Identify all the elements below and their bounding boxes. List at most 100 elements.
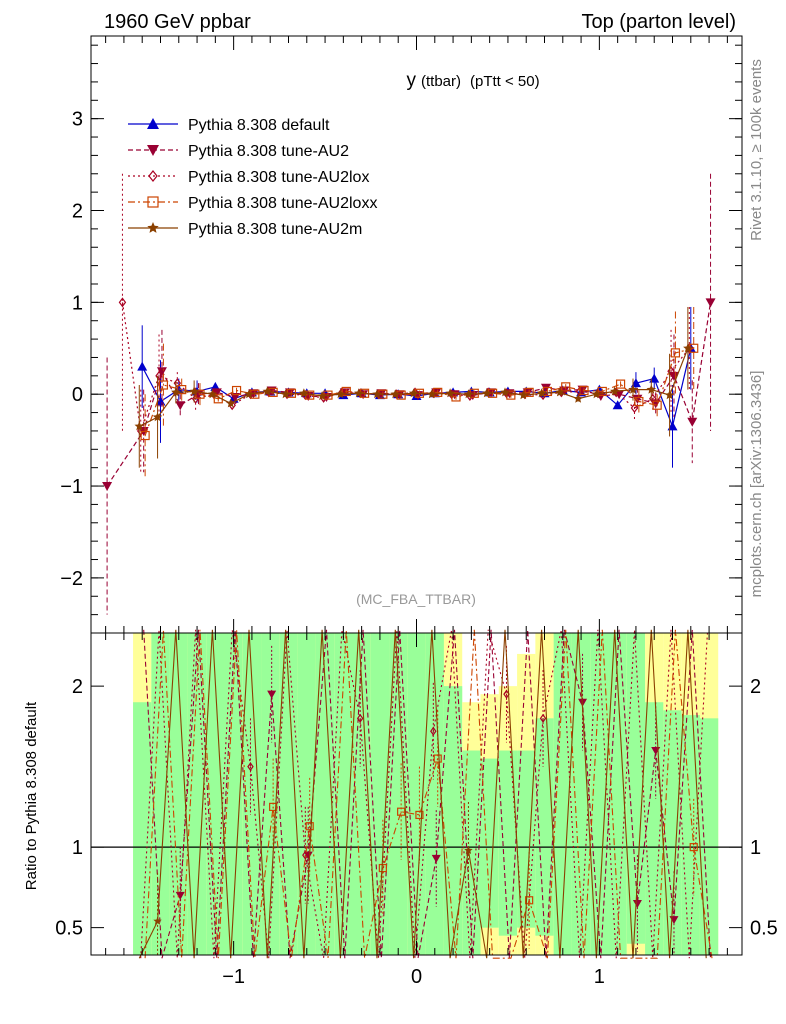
ratio-point xyxy=(539,713,547,723)
data-point xyxy=(610,386,620,396)
band-green xyxy=(571,633,591,955)
data-point xyxy=(555,387,565,397)
ratio-point xyxy=(356,713,364,723)
band-green xyxy=(480,758,499,928)
band-green xyxy=(370,633,390,955)
ratio-point xyxy=(415,810,424,820)
band-green xyxy=(645,702,664,955)
data-point xyxy=(118,297,127,308)
analysis-label: (MC_FBA_TTBAR) xyxy=(356,591,476,607)
data-point xyxy=(317,391,327,401)
data-point xyxy=(670,348,681,358)
main-ytick-label: −1 xyxy=(60,476,83,498)
ratio-ytick-label-right: 1 xyxy=(750,837,761,859)
data-point xyxy=(524,387,534,397)
data-point xyxy=(540,383,551,393)
ratio-point xyxy=(525,896,534,905)
ratio-series-line xyxy=(143,629,712,959)
data-point xyxy=(500,387,510,397)
data-point xyxy=(634,396,644,407)
band-green xyxy=(224,633,243,955)
band-green xyxy=(590,633,609,955)
legend-entry: Pythia 8.308 tune-AU2lox xyxy=(188,169,369,186)
ratio-point xyxy=(430,726,437,736)
band-green xyxy=(608,633,627,955)
band-green xyxy=(206,633,225,955)
band-green xyxy=(663,710,682,955)
data-point xyxy=(134,421,144,431)
legend-entry: Pythia 8.308 tune-AU2loxx xyxy=(188,195,377,212)
ratio-ytick-label: 2 xyxy=(72,676,83,698)
band-green xyxy=(151,633,170,955)
data-point xyxy=(612,400,623,410)
ratio-point xyxy=(305,822,314,831)
mcplots-label: mcplots.cern.ch [arXiv:1306.3436] xyxy=(748,371,765,598)
series-4 xyxy=(134,306,693,468)
data-point xyxy=(191,393,200,404)
data-point xyxy=(175,401,186,411)
ratio-series-3 xyxy=(138,629,707,959)
data-point xyxy=(705,298,716,308)
data-point xyxy=(542,386,553,397)
data-point xyxy=(630,402,639,413)
legend-entry: Pythia 8.308 tune-AU2 xyxy=(188,143,349,160)
series-2 xyxy=(118,173,694,473)
data-point xyxy=(451,392,461,402)
ratio-series-2 xyxy=(144,629,713,959)
band-green xyxy=(699,718,719,955)
data-point xyxy=(354,388,364,398)
plot-title-main: y xyxy=(407,70,417,91)
band-green xyxy=(681,715,700,955)
main-ytick-label: 0 xyxy=(72,384,83,406)
data-point xyxy=(579,385,589,396)
band-green xyxy=(169,633,188,955)
legend-marker xyxy=(147,196,159,208)
ratio-y-label: Ratio to Pythia 8.308 default xyxy=(23,701,40,890)
band-green xyxy=(553,633,572,955)
data-point xyxy=(102,482,113,492)
ratio-point xyxy=(464,845,473,854)
series-3 xyxy=(140,306,699,477)
ratio-series-line xyxy=(138,629,707,959)
data-point xyxy=(667,421,678,431)
data-point xyxy=(463,389,474,399)
ratio-point xyxy=(632,899,642,908)
data-point xyxy=(390,389,400,399)
band-green xyxy=(261,633,280,955)
data-point xyxy=(372,389,382,399)
ratio-point xyxy=(397,807,406,816)
band-green xyxy=(407,633,426,955)
band-green xyxy=(352,633,371,955)
data-point xyxy=(280,389,291,399)
series-line xyxy=(121,302,690,432)
band-green xyxy=(334,633,353,955)
ratio-point xyxy=(431,854,441,863)
xtick-label: 1 xyxy=(594,966,605,988)
data-point xyxy=(433,387,443,397)
header-right: Top (parton level) xyxy=(581,11,736,33)
data-point xyxy=(155,370,163,381)
ratio-ytick-label-right: 2 xyxy=(750,676,761,698)
ratio-point xyxy=(302,850,309,860)
data-point xyxy=(649,373,660,383)
band-green xyxy=(517,750,536,928)
data-point xyxy=(597,386,607,397)
header-left: 1960 GeV ppbar xyxy=(104,11,251,33)
legend-marker xyxy=(147,222,159,233)
data-point xyxy=(341,386,351,397)
band-green xyxy=(443,686,463,955)
band-green xyxy=(133,702,152,955)
ratio-point xyxy=(378,863,387,873)
data-point xyxy=(299,388,309,398)
data-point xyxy=(652,400,662,410)
data-point xyxy=(664,390,675,400)
ratio-point xyxy=(303,851,313,860)
data-point xyxy=(171,387,181,397)
plot-title-cut: (pTtt < 50) xyxy=(470,73,540,90)
data-point xyxy=(137,361,148,371)
data-point xyxy=(518,390,528,400)
band-green xyxy=(425,633,444,955)
ratio-series-line xyxy=(144,629,713,959)
xtick-label: 0 xyxy=(411,966,422,988)
band-green xyxy=(389,633,408,955)
